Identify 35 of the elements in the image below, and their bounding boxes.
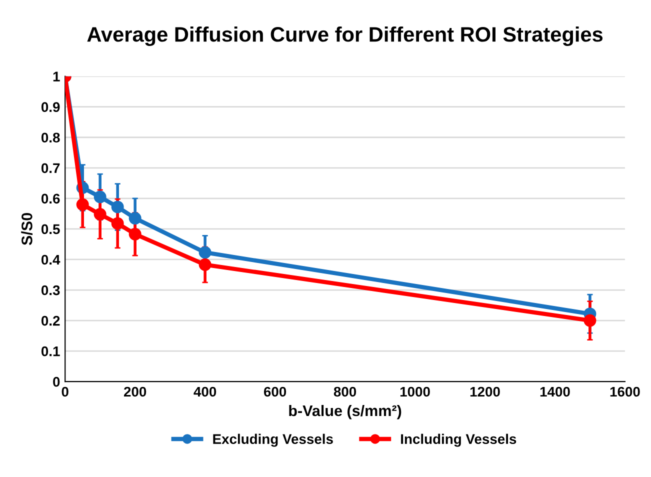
- y-tick-label: 0.9: [41, 102, 60, 112]
- x-tick-label: 1600: [610, 386, 640, 397]
- y-tick-label: 0.3: [41, 285, 60, 296]
- point: [128, 212, 142, 225]
- point: [198, 258, 212, 271]
- point: [76, 198, 89, 211]
- point: [111, 200, 124, 214]
- x-tick-label: 200: [124, 386, 146, 397]
- y-tick-label: 0.5: [41, 224, 60, 234]
- point: [111, 217, 124, 230]
- point: [94, 190, 106, 204]
- legend-label: Excluding Vessels: [213, 434, 333, 447]
- y-tick-label: 0.4: [41, 254, 60, 265]
- y-axis-title: S/S0: [21, 213, 33, 246]
- x-tick-label: 1000: [400, 386, 430, 397]
- point: [198, 246, 212, 259]
- x-tick-label: 0: [62, 386, 68, 397]
- y-tick-label: 0.8: [41, 132, 60, 143]
- point: [94, 208, 106, 221]
- y-tick-label: 0.7: [41, 163, 60, 174]
- point: [584, 314, 596, 327]
- y-tick-label: 0.2: [41, 316, 60, 326]
- x-tick-label: 600: [264, 386, 286, 397]
- chart-title: Average Diffusion Curve for Different ROI Strategies: [87, 26, 603, 46]
- y-tick-label: 0.6: [41, 194, 60, 204]
- point: [128, 228, 142, 240]
- legend-label: Including Vessels: [401, 434, 516, 447]
- y-tick-label: 0.1: [41, 346, 60, 356]
- x-tick-label: 1400: [540, 386, 570, 397]
- y-tick-label: 0: [53, 376, 60, 387]
- x-axis-title: b-Value (s/mm²): [289, 404, 402, 420]
- x-tick-label: 800: [334, 386, 356, 397]
- x-tick-label: 400: [194, 386, 216, 397]
- y-tick-label: 1: [53, 72, 60, 82]
- x-tick-label: 1200: [470, 386, 500, 397]
